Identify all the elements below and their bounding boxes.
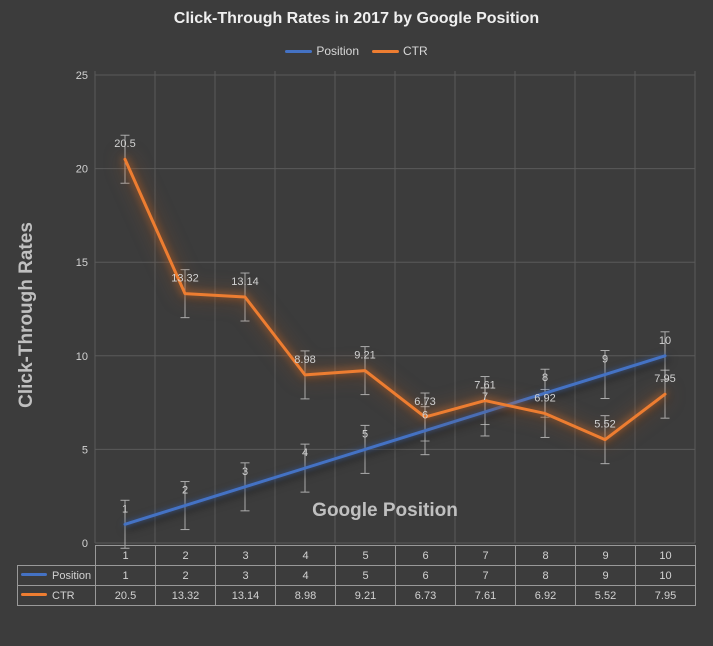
table-cell: 9 — [575, 565, 636, 586]
y-tick-label: 25 — [76, 70, 88, 82]
category-row: 1 2 3 4 5 6 7 8 9 10 — [18, 545, 696, 566]
position-data-label: 3 — [242, 466, 248, 478]
chart-title: Click-Through Rates in 2017 by Google Po… — [173, 10, 540, 27]
table-cell: 7 — [455, 545, 516, 566]
table-cell: 7 — [455, 565, 516, 586]
ctr-series-line[interactable] — [123, 157, 667, 442]
y-tick-label: 15 — [76, 257, 88, 269]
y-tick-label: 20 — [76, 164, 88, 176]
legend-label-ctr: CTR — [403, 44, 428, 58]
table-cell: 6 — [395, 545, 456, 566]
y-tick-label: 0 — [82, 538, 88, 550]
table-cell: 7.95 — [635, 585, 696, 606]
ctr-data-label: 6.92 — [534, 392, 555, 404]
position-series-line[interactable] — [123, 354, 667, 526]
position-row: Position 1 2 3 4 5 6 7 8 9 10 — [17, 565, 696, 586]
table-cell: 7.61 — [455, 585, 516, 606]
ctr-data-label: 7.61 — [474, 380, 495, 392]
table-cell: 10 — [635, 545, 696, 566]
position-data-label: 2 — [182, 485, 188, 497]
legend: Position CTR — [0, 44, 713, 58]
ctr-data-label: 5.52 — [594, 419, 615, 431]
table-cell: 6.92 — [515, 585, 576, 606]
ctr-data-label: 7.95 — [654, 373, 675, 385]
position-data-label: 10 — [659, 335, 671, 347]
table-cell: 8 — [515, 545, 576, 566]
table-cell: 6.73 — [395, 585, 456, 606]
position-line-swatch — [285, 49, 313, 53]
ctr-data-label: 13.32 — [171, 273, 199, 285]
ctr-row: CTR 20.5 13.32 13.14 8.98 9.21 6.73 7.61 6.92 5.5… — [17, 585, 696, 606]
position-data-label: 5 — [362, 428, 368, 440]
table-cell: 5 — [335, 545, 396, 566]
table-cell: 8.98 — [275, 585, 336, 606]
table-cell: 10 — [635, 565, 696, 586]
table-cell: 2 — [155, 545, 216, 566]
position-data-label: 7 — [482, 391, 488, 403]
ctr-data-label: 6.73 — [414, 396, 435, 408]
series-name-label: CTR — [52, 589, 75, 602]
position-data-label: 8 — [542, 372, 548, 384]
table-cell: 5.52 — [575, 585, 636, 606]
position-data-label: 6 — [422, 410, 428, 422]
position-row-header: Position — [17, 565, 96, 586]
ctr-data-label: 20.5 — [114, 138, 135, 150]
chart-data-table: 1 2 3 4 5 6 7 8 9 10 Position 1 2 3 4 5 6 7 8 9 10 CTR 20.5 13.… — [17, 545, 696, 606]
position-data-label: 9 — [602, 354, 608, 366]
table-cell: 4 — [275, 545, 336, 566]
table-corner-blank — [18, 546, 96, 566]
legend-item-position[interactable]: Position — [285, 44, 359, 58]
table-cell: 5 — [335, 565, 396, 586]
position-data-label: 4 — [302, 447, 308, 459]
y-tick-label: 5 — [82, 444, 88, 456]
position-data-label: 1 — [122, 503, 128, 515]
ctr-data-label: 13.14 — [231, 276, 259, 288]
table-cell: 13.32 — [155, 585, 216, 606]
ctr-data-label: 9.21 — [354, 350, 375, 362]
table-cell: 20.5 — [95, 585, 156, 606]
table-cell: 13.14 — [215, 585, 276, 606]
ctr-key-line — [21, 593, 47, 597]
ctr-row-header: CTR — [17, 585, 96, 606]
table-cell: 1 — [95, 545, 156, 566]
ctr-data-label: 8.98 — [294, 354, 315, 366]
x-axis-title: Google Position — [312, 500, 458, 521]
position-key-line — [21, 573, 47, 577]
table-cell: 3 — [215, 565, 276, 586]
table-cell: 6 — [395, 565, 456, 586]
table-cell: 1 — [95, 565, 156, 586]
table-cell: 2 — [155, 565, 216, 586]
series-name-label: Position — [52, 569, 92, 582]
legend-item-ctr[interactable]: CTR — [372, 44, 428, 58]
legend-label-position: Position — [316, 44, 360, 58]
table-cell: 4 — [275, 565, 336, 586]
table-cell: 9.21 — [335, 585, 396, 606]
y-tick-label: 10 — [76, 351, 88, 363]
table-cell: 8 — [515, 565, 576, 586]
table-cell: 3 — [215, 545, 276, 566]
table-cell: 9 — [575, 545, 636, 566]
ctr-line-swatch — [372, 49, 400, 53]
